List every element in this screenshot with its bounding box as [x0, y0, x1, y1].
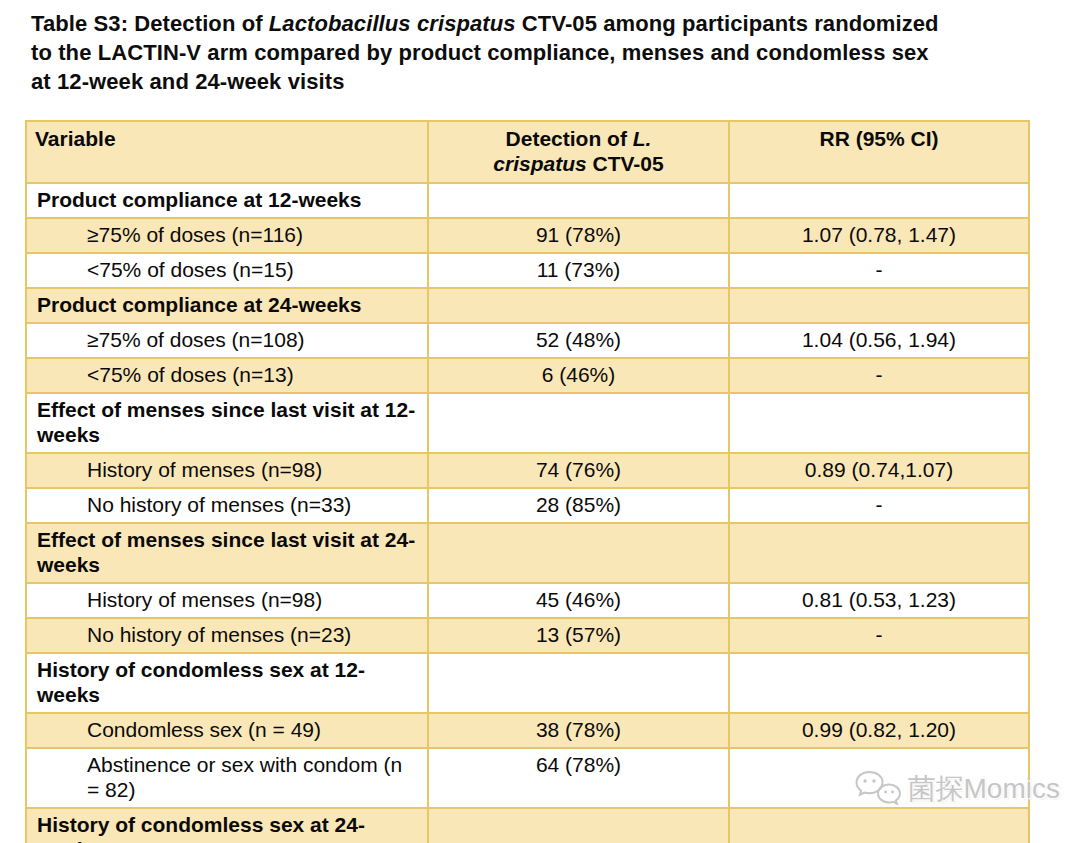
- detection-cell: [428, 393, 729, 453]
- detection-cell: 13 (57%): [428, 618, 729, 653]
- section-row: Product compliance at 24-weeks: [26, 288, 1029, 323]
- variable-cell: History of menses (n=98): [26, 583, 428, 618]
- rr-cell: 0.99 (0.82, 1.20): [729, 713, 1029, 748]
- page: Table S3: Detection of Lactobacillus cri…: [0, 0, 1080, 843]
- results-table: Variable Detection of L.crispatus CTV-05…: [25, 120, 1030, 843]
- detection-cell: 11 (73%): [428, 253, 729, 288]
- variable-cell: Effect of menses since last visit at 12-…: [26, 393, 428, 453]
- variable-cell: <75% of doses (n=15): [26, 253, 428, 288]
- variable-cell: Product compliance at 24-weeks: [26, 288, 428, 323]
- rr-cell: [729, 288, 1029, 323]
- variable-cell: ≥75% of doses (n=108): [26, 323, 428, 358]
- variable-cell: History of menses (n=98): [26, 453, 428, 488]
- variable-cell: No history of menses (n=23): [26, 618, 428, 653]
- variable-cell: Abstinence or sex with condom (n = 82): [26, 748, 428, 808]
- rr-cell: -: [729, 358, 1029, 393]
- data-row: ≥75% of doses (n=116) 91 (78%) 1.07 (0.7…: [26, 218, 1029, 253]
- detection-cell: 38 (78%): [428, 713, 729, 748]
- data-row: Condomless sex (n = 49) 38 (78%) 0.99 (0…: [26, 713, 1029, 748]
- rr-cell: -: [729, 488, 1029, 523]
- table-caption: Table S3: Detection of Lactobacillus cri…: [31, 9, 1041, 96]
- variable-cell: Effect of menses since last visit at 24-…: [26, 523, 428, 583]
- caption-line2: to the LACTIN-V arm compared by product …: [31, 40, 929, 65]
- variable-cell: ≥75% of doses (n=116): [26, 218, 428, 253]
- variable-cell: History of condomless sex at 12-weeks: [26, 653, 428, 713]
- rr-cell: -: [729, 618, 1029, 653]
- col-header-detection: Detection of L.crispatus CTV-05: [428, 121, 729, 183]
- detection-cell: [428, 523, 729, 583]
- section-row: Effect of menses since last visit at 24-…: [26, 523, 1029, 583]
- watermark-text: 菌探Momics: [908, 770, 1060, 808]
- detection-cell: [428, 183, 729, 218]
- detection-cell: [428, 653, 729, 713]
- caption-line1: Table S3: Detection of Lactobacillus cri…: [31, 11, 939, 36]
- variable-cell: <75% of doses (n=13): [26, 358, 428, 393]
- detection-cell: 6 (46%): [428, 358, 729, 393]
- rr-cell: 0.89 (0.74,1.07): [729, 453, 1029, 488]
- caption-line3: at 12-week and 24-week visits: [31, 69, 345, 94]
- data-row: <75% of doses (n=13) 6 (46%) -: [26, 358, 1029, 393]
- rr-cell: -: [729, 253, 1029, 288]
- rr-cell: [729, 808, 1029, 843]
- data-row: ≥75% of doses (n=108) 52 (48%) 1.04 (0.5…: [26, 323, 1029, 358]
- detection-cell: 91 (78%): [428, 218, 729, 253]
- variable-cell: No history of menses (n=33): [26, 488, 428, 523]
- detection-cell: 45 (46%): [428, 583, 729, 618]
- detection-cell: [428, 288, 729, 323]
- col-header-variable: Variable: [26, 121, 428, 183]
- rr-cell: [729, 523, 1029, 583]
- variable-cell: Product compliance at 12-weeks: [26, 183, 428, 218]
- section-row: History of condomless sex at 12-weeks: [26, 653, 1029, 713]
- data-row: History of menses (n=98) 45 (46%) 0.81 (…: [26, 583, 1029, 618]
- rr-cell: [729, 653, 1029, 713]
- rr-cell: [729, 183, 1029, 218]
- data-row: History of menses (n=98) 74 (76%) 0.89 (…: [26, 453, 1029, 488]
- col-header-rr: RR (95% CI): [729, 121, 1029, 183]
- detection-cell: [428, 808, 729, 843]
- watermark: 菌探Momics: [855, 770, 1060, 808]
- detection-cell: 64 (78%): [428, 748, 729, 808]
- data-row: No history of menses (n=33) 28 (85%) -: [26, 488, 1029, 523]
- variable-cell: Condomless sex (n = 49): [26, 713, 428, 748]
- detection-cell: 28 (85%): [428, 488, 729, 523]
- section-row: Effect of menses since last visit at 12-…: [26, 393, 1029, 453]
- rr-cell: 1.04 (0.56, 1.94): [729, 323, 1029, 358]
- detection-cell: 74 (76%): [428, 453, 729, 488]
- rr-cell: 0.81 (0.53, 1.23): [729, 583, 1029, 618]
- section-row: History of condomless sex at 24-weeks: [26, 808, 1029, 843]
- detection-cell: 52 (48%): [428, 323, 729, 358]
- rr-cell: [729, 393, 1029, 453]
- data-row: No history of menses (n=23) 13 (57%) -: [26, 618, 1029, 653]
- header-row: Variable Detection of L.crispatus CTV-05…: [26, 121, 1029, 183]
- data-row: <75% of doses (n=15) 11 (73%) -: [26, 253, 1029, 288]
- wechat-bubbles-icon: [855, 770, 901, 808]
- caption-species-italic: Lactobacillus crispatus: [269, 11, 516, 36]
- section-row: Product compliance at 12-weeks: [26, 183, 1029, 218]
- variable-cell: History of condomless sex at 24-weeks: [26, 808, 428, 843]
- rr-cell: 1.07 (0.78, 1.47): [729, 218, 1029, 253]
